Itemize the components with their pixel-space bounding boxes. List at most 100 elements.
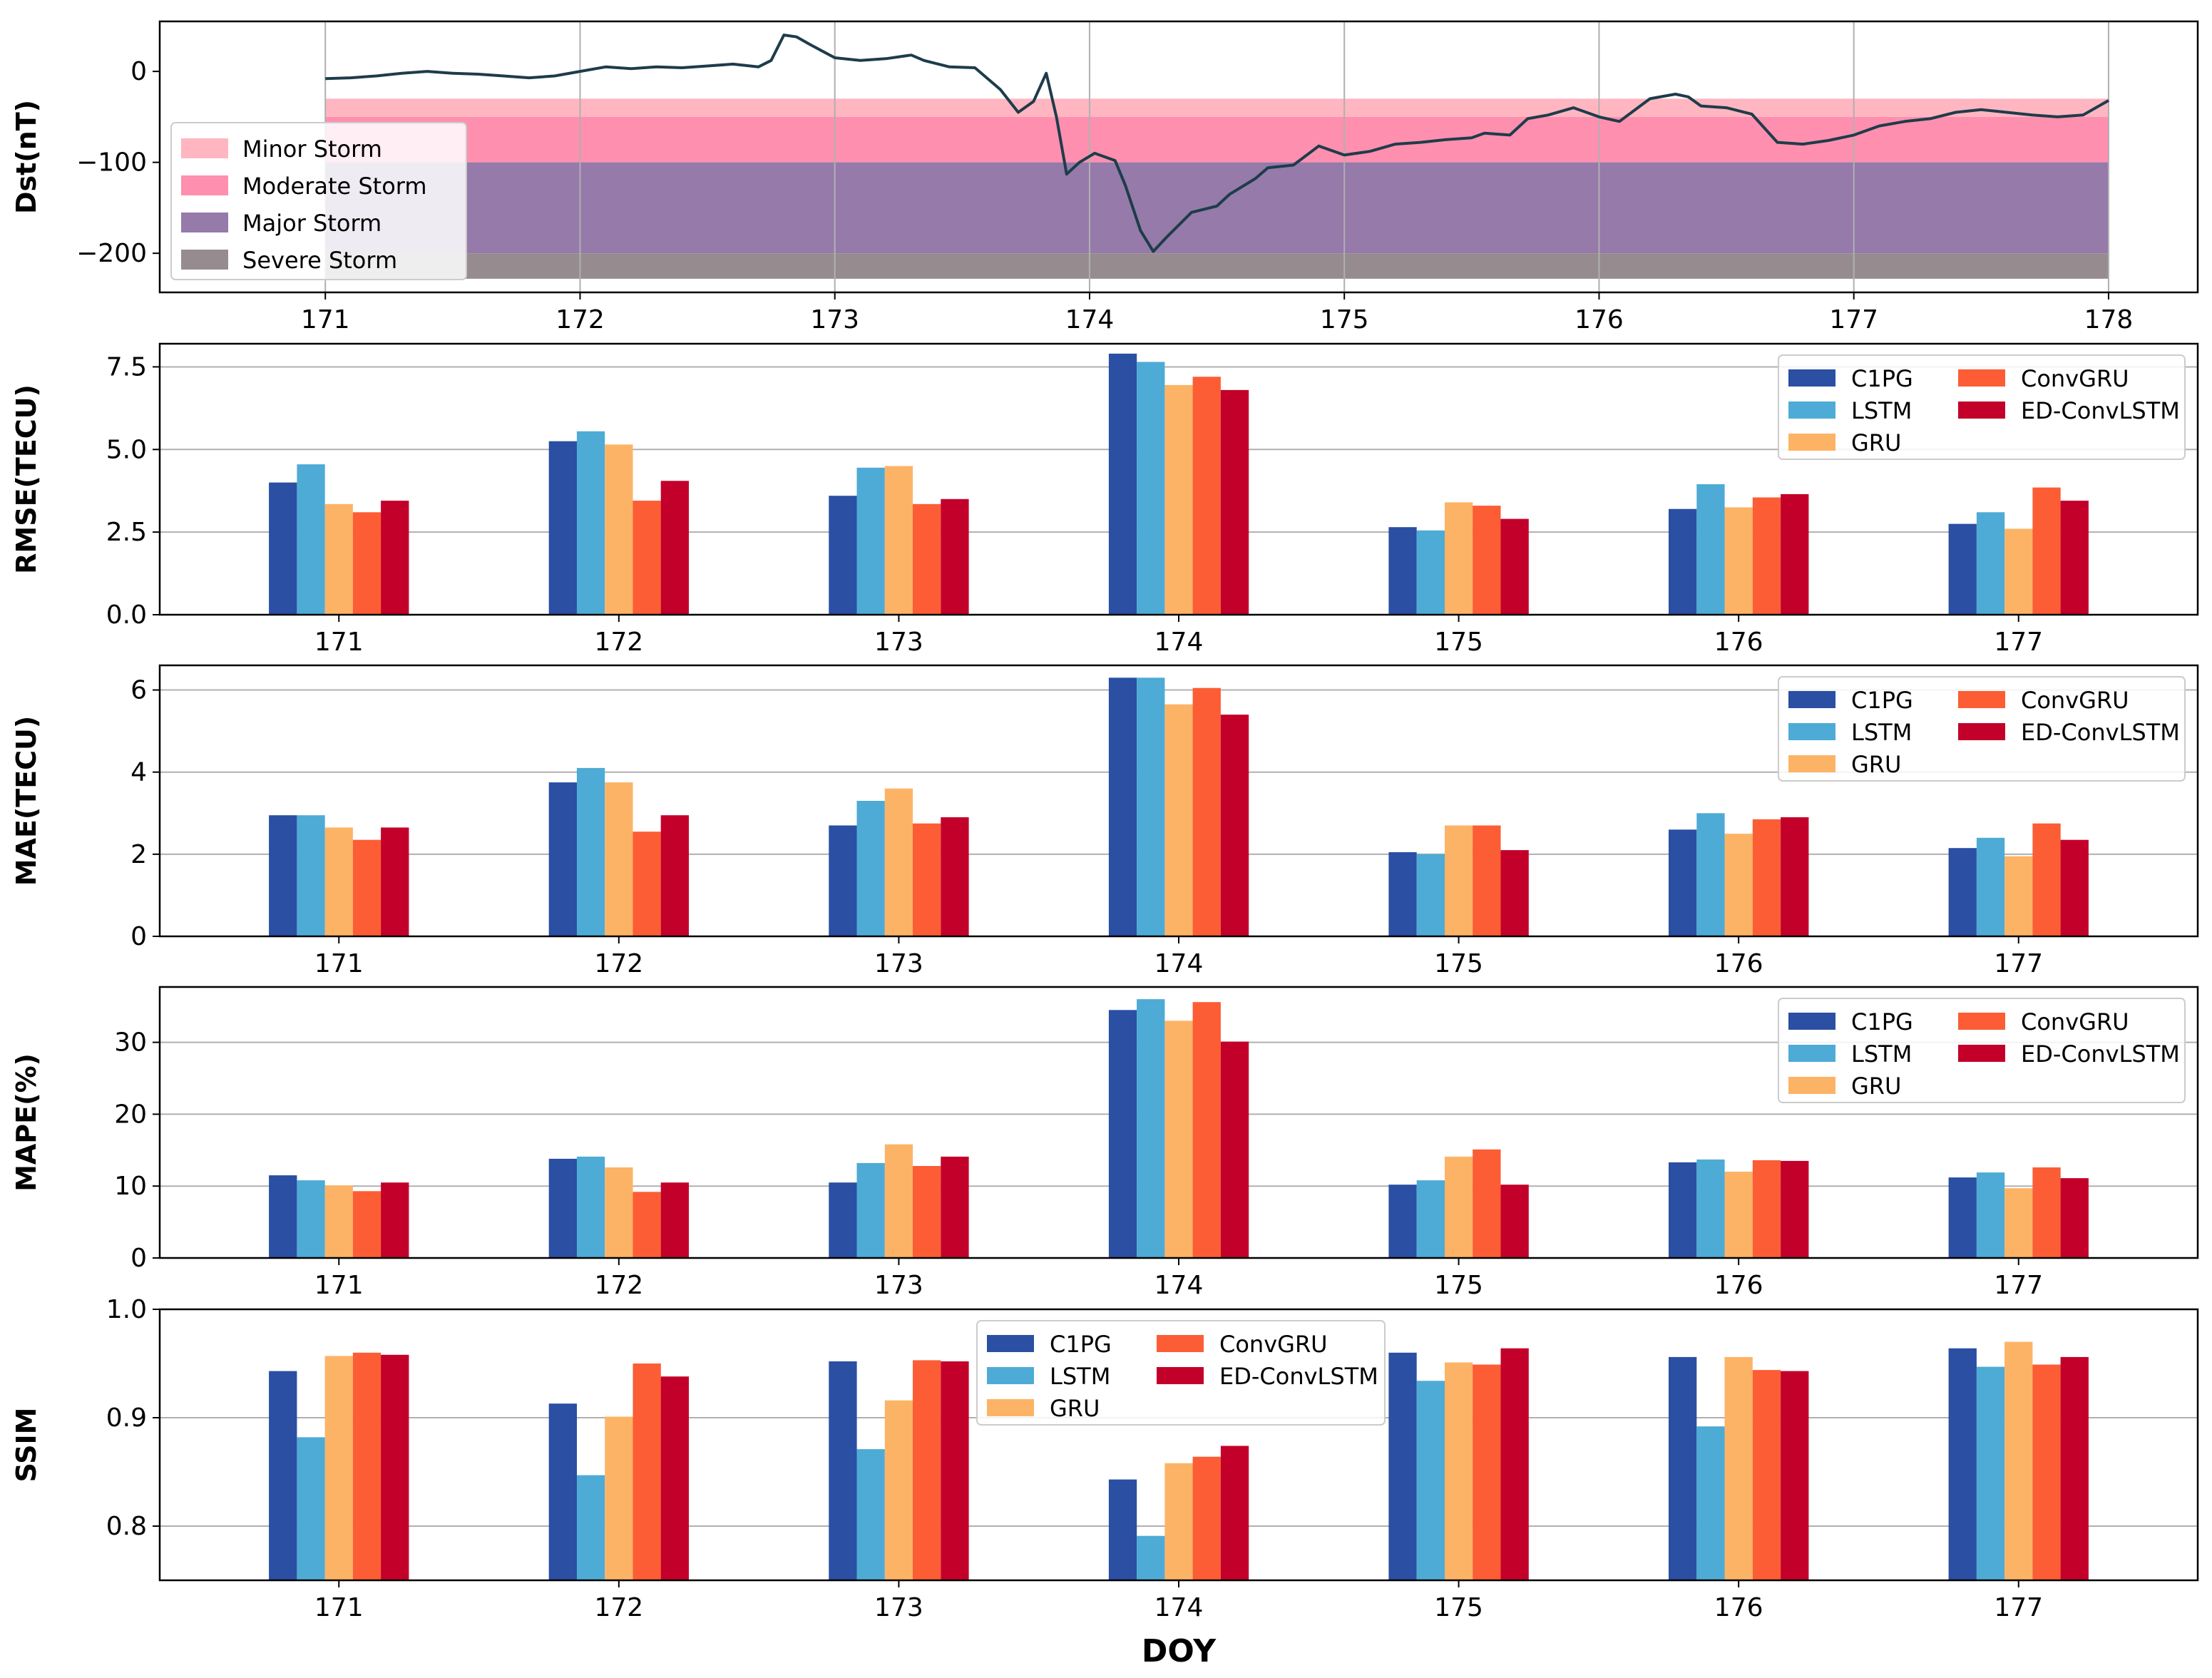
- bar-convgru-175: [1473, 506, 1501, 615]
- x-tick-label: 177: [1994, 1271, 2043, 1300]
- y-tick-label: 5.0: [106, 435, 147, 464]
- bar-gru-174: [1164, 704, 1193, 936]
- bar-gru-176: [1724, 507, 1753, 615]
- bar-convgru-174: [1192, 1002, 1221, 1258]
- legend-label: ED-ConvLSTM: [2021, 719, 2180, 746]
- bar-lstm-175: [1416, 530, 1445, 615]
- plot-frame: [158, 986, 2199, 1259]
- x-tick-label: 176: [1714, 1593, 1763, 1622]
- x-tick-label: 175: [1434, 1271, 1483, 1300]
- legend-swatch: [181, 138, 228, 158]
- legend-label: Major Storm: [242, 210, 382, 237]
- bar-gru-174: [1164, 1463, 1193, 1580]
- legend-label: C1PG: [1851, 365, 1913, 392]
- bar-ed-convlstm-173: [941, 817, 969, 936]
- legend-swatch: [1788, 369, 1835, 387]
- bar-ed-convlstm-175: [1500, 850, 1529, 936]
- bar-convgru-171: [352, 1191, 382, 1258]
- bar-ed-convlstm-172: [660, 1182, 689, 1258]
- x-tick-label: 174: [1065, 305, 1115, 334]
- bar-ed-convlstm-171: [381, 1182, 409, 1258]
- legend-swatch: [1788, 401, 1835, 419]
- y-axis-label: Dst(nT): [11, 100, 42, 214]
- x-tick-label: 174: [1154, 1593, 1204, 1622]
- y-tick-label: −200: [76, 239, 147, 268]
- bar-gru-172: [605, 1416, 633, 1580]
- bar-convgru-175: [1473, 1149, 1501, 1258]
- y-tick-label: 0: [130, 57, 147, 86]
- bar-convgru-172: [633, 1364, 661, 1580]
- x-tick-label: 172: [594, 628, 643, 657]
- bar-convgru-176: [1752, 1160, 1781, 1258]
- bar-gru-177: [2004, 528, 2033, 615]
- plot-frame: [158, 1308, 2199, 1582]
- bar-convgru-176: [1752, 1370, 1781, 1580]
- bar-gru-175: [1445, 502, 1473, 615]
- bar-convgru-177: [2032, 1167, 2061, 1258]
- bar-c1pg-175: [1388, 527, 1417, 615]
- x-tick-label: 178: [2084, 305, 2134, 334]
- y-tick-label: 20: [114, 1100, 147, 1129]
- y-tick-label: 7.5: [106, 352, 147, 382]
- legend-label: ConvGRU: [2021, 365, 2129, 392]
- legend-swatch: [1958, 723, 2005, 740]
- y-axis-label: MAE(TECU): [11, 716, 42, 886]
- y-tick-label: 0.8: [106, 1512, 147, 1541]
- bar-gru-175: [1445, 825, 1473, 936]
- bar-c1pg-177: [1948, 1177, 1977, 1258]
- bar-gru-173: [884, 788, 913, 936]
- x-tick-label: 177: [1994, 628, 2043, 657]
- bar-ed-convlstm-173: [941, 498, 969, 615]
- y-tick-label: −100: [76, 148, 147, 178]
- bar-c1pg-176: [1669, 1356, 1697, 1580]
- y-axis-label: SSIM: [11, 1408, 42, 1483]
- bar-ed-convlstm-176: [1781, 493, 1809, 615]
- legend-label: ConvGRU: [2021, 1008, 2129, 1035]
- y-axis-label: MAPE(%): [11, 1053, 42, 1192]
- y-tick-label: 30: [114, 1028, 147, 1058]
- bar-ed-convlstm-174: [1220, 1041, 1249, 1258]
- bar-c1pg-173: [829, 1361, 857, 1580]
- y-tick-label: 6: [130, 676, 147, 705]
- legend-box: [170, 122, 467, 280]
- legend-label: GRU: [1851, 751, 1901, 778]
- bar-convgru-174: [1192, 687, 1221, 936]
- x-tick-label: 176: [1574, 305, 1624, 334]
- x-tick-label: 176: [1714, 628, 1763, 657]
- bar-gru-175: [1445, 1156, 1473, 1258]
- bar-lstm-176: [1696, 1159, 1725, 1258]
- bar-ed-convlstm-177: [2060, 839, 2089, 936]
- bar-lstm-177: [1976, 837, 2005, 936]
- legend-label: C1PG: [1851, 1008, 1913, 1035]
- bar-lstm-173: [856, 1162, 885, 1258]
- bar-convgru-177: [2032, 487, 2061, 615]
- legend-label: GRU: [1851, 1073, 1901, 1100]
- y-tick-label: 2: [130, 840, 147, 869]
- x-tick-label: 174: [1154, 628, 1204, 657]
- legend-swatch: [1958, 369, 2005, 387]
- legend-swatch: [1788, 755, 1835, 772]
- bar-convgru-173: [913, 1166, 941, 1258]
- bar-ed-convlstm-175: [1500, 1348, 1529, 1580]
- x-tick-label: 175: [1320, 305, 1369, 334]
- bar-lstm-174: [1137, 1535, 1165, 1580]
- plot-frame: [158, 664, 2199, 938]
- bar-lstm-172: [576, 431, 605, 615]
- bar-gru-172: [605, 1167, 633, 1258]
- bar-lstm-171: [297, 1437, 325, 1580]
- x-axis-label: DOY: [1142, 1633, 1217, 1669]
- legend-swatch: [987, 1367, 1034, 1384]
- bar-c1pg-176: [1669, 508, 1697, 615]
- bar-convgru-176: [1752, 497, 1781, 615]
- legend: C1PG LSTM GRU ConvGRU ED-ConvLSTM: [976, 1320, 1386, 1426]
- bar-gru-171: [324, 503, 353, 615]
- legend-label: ConvGRU: [2021, 687, 2129, 714]
- bar-gru-173: [884, 466, 913, 615]
- bar-ed-convlstm-177: [2060, 501, 2089, 615]
- bar-c1pg-177: [1948, 1348, 1977, 1580]
- bar-convgru-171: [352, 1352, 382, 1580]
- bar-ed-convlstm-173: [941, 1361, 969, 1580]
- x-tick-label: 172: [594, 1271, 643, 1300]
- bar-lstm-177: [1976, 1366, 2005, 1580]
- bar-convgru-175: [1473, 825, 1501, 936]
